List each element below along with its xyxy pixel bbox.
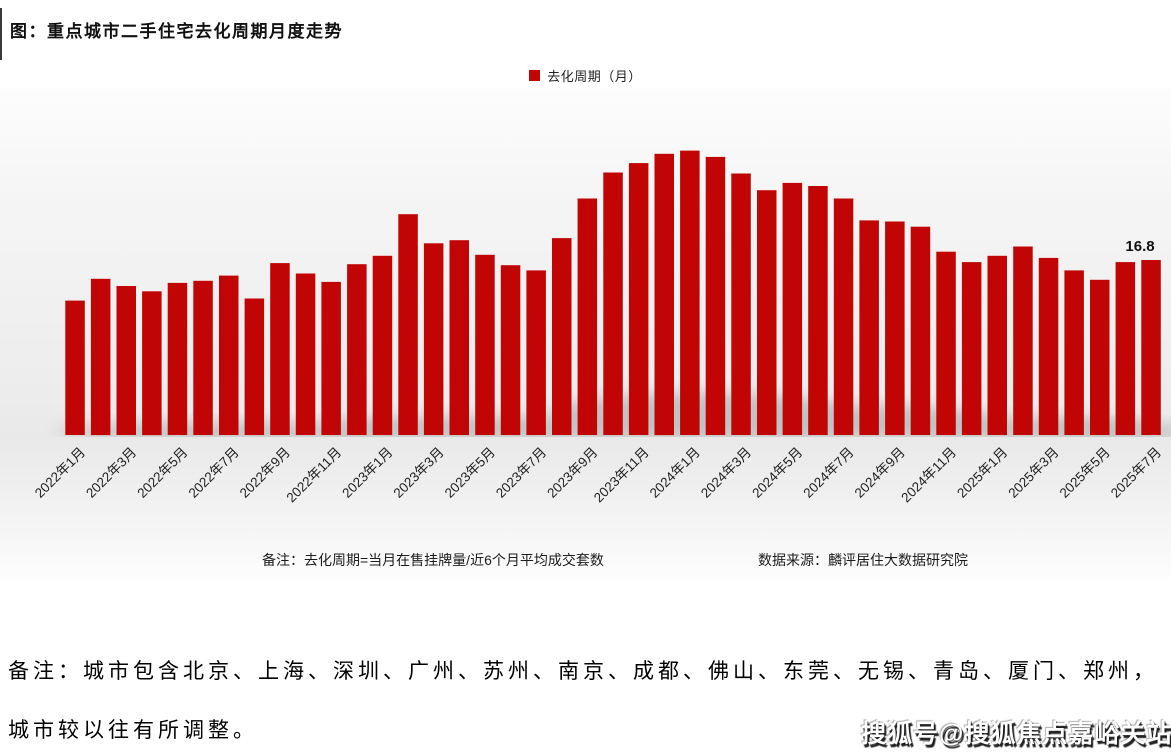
value-label-group: 16.8 xyxy=(1125,238,1154,255)
bar-2023年5月 xyxy=(475,254,495,435)
bar-2024年1月 xyxy=(680,150,700,435)
x-tick-label: 2023年7月 xyxy=(493,445,549,501)
bar-2024年7月 xyxy=(833,198,854,435)
bar-2023年3月 xyxy=(423,243,444,435)
bar-series xyxy=(65,150,1161,436)
bar-2025年2月 xyxy=(1013,246,1033,435)
bar-2022年7月 xyxy=(219,275,239,435)
footer-note-line1: 备注：城市包含北京、上海、深圳、广州、苏州、南京、成都、佛山、东莞、无锡、青岛、… xyxy=(8,659,1158,683)
bar-2025年6月 xyxy=(1115,262,1136,435)
x-tick-label: 2023年1月 xyxy=(339,445,395,501)
note-source: 数据来源：麟评居住大数据研究院 xyxy=(758,552,968,568)
chart-svg: 2022年1月2022年3月2022年5月2022年7月2022年9月2022年… xyxy=(32,150,1171,506)
bar-2022年12月 xyxy=(347,264,367,435)
x-tick-label: 2025年3月 xyxy=(1005,445,1061,501)
x-tick-label: 2024年5月 xyxy=(749,445,805,501)
bar-2023年11月 xyxy=(628,163,649,435)
x-tick-label: 2024年1月 xyxy=(647,445,703,501)
x-tick-label: 2023年5月 xyxy=(442,445,498,501)
x-tick-label: 2024年7月 xyxy=(800,445,856,501)
note-formula: 备注：去化周期=当月在售挂牌量/近6个月平均成交套数 xyxy=(262,552,604,568)
bar-2023年8月 xyxy=(552,238,572,435)
notes-row: 备注：去化周期=当月在售挂牌量/近6个月平均成交套数 数据来源：麟评居住大数据研… xyxy=(262,550,968,570)
bar-2022年2月 xyxy=(90,278,111,436)
bar-2025年3月 xyxy=(1038,257,1059,435)
x-tick-label: 2023年11月 xyxy=(591,445,652,506)
bar-2022年5月 xyxy=(167,282,188,435)
x-tick-label: 2023年3月 xyxy=(391,445,447,501)
bar-2023年4月 xyxy=(449,240,469,435)
bar-2024年2月 xyxy=(705,156,726,435)
last-value-label: 16.8 xyxy=(1125,238,1154,255)
x-tick-label: 2022年5月 xyxy=(134,445,190,501)
bar-2022年8月 xyxy=(244,298,265,435)
bar-2024年5月 xyxy=(782,182,803,435)
bar-2024年10月 xyxy=(910,226,931,435)
bar-2023年6月 xyxy=(500,265,521,435)
x-tick-label: 2022年7月 xyxy=(186,445,242,501)
x-tick-label: 2025年1月 xyxy=(954,445,1010,501)
x-tick-label: 2022年11月 xyxy=(283,445,344,506)
chart-title: 图：重点城市二手住宅去化周期月度走势 xyxy=(10,22,343,41)
bar-2024年3月 xyxy=(731,173,751,435)
x-tick-label: 2024年11月 xyxy=(898,445,959,506)
bar-2024年9月 xyxy=(885,221,905,435)
x-axis-labels: 2022年1月2022年3月2022年5月2022年7月2022年9月2022年… xyxy=(32,445,1164,506)
bar-2022年3月 xyxy=(116,286,136,435)
footer-note-line2: 城市较以往有所调整。 xyxy=(8,718,258,742)
x-tick-label: 2025年7月 xyxy=(1108,445,1164,501)
bar-2023年10月 xyxy=(603,172,623,435)
bar-2025年1月 xyxy=(987,255,1007,435)
bar-2022年11月 xyxy=(321,281,341,435)
bar-2023年1月 xyxy=(372,255,393,435)
bar-2023年7月 xyxy=(526,270,546,435)
bar-2022年10月 xyxy=(295,273,316,435)
x-tick-label: 2024年3月 xyxy=(698,445,754,501)
bar-2025年4月 xyxy=(1064,270,1084,435)
bar-2024年11月 xyxy=(936,251,956,435)
bar-2023年9月 xyxy=(577,198,598,435)
x-tick-label: 2022年1月 xyxy=(32,445,88,501)
bar-2025年7月 xyxy=(1141,260,1161,435)
screen-edge-artifact xyxy=(0,8,2,60)
bar-2024年6月 xyxy=(808,186,828,435)
chart-legend: 去化周期（月） xyxy=(0,66,1171,85)
bar-2022年9月 xyxy=(270,263,290,435)
bar-2024年8月 xyxy=(859,220,879,435)
bar-2023年12月 xyxy=(654,153,674,436)
watermark: 搜狐号@搜狐焦点嘉峪关站 xyxy=(861,720,1171,748)
bar-2022年4月 xyxy=(142,291,162,436)
bar-2022年6月 xyxy=(193,280,213,435)
legend-label: 去化周期（月） xyxy=(547,69,642,84)
bar-2024年12月 xyxy=(961,262,982,435)
bar-2022年1月 xyxy=(65,300,85,435)
bar-2025年5月 xyxy=(1090,279,1110,435)
bar-2023年2月 xyxy=(398,214,418,435)
legend-swatch-icon xyxy=(529,70,541,81)
bar-2024年4月 xyxy=(757,190,777,435)
x-tick-label: 2025年5月 xyxy=(1057,445,1113,501)
x-tick-label: 2022年3月 xyxy=(83,445,139,501)
